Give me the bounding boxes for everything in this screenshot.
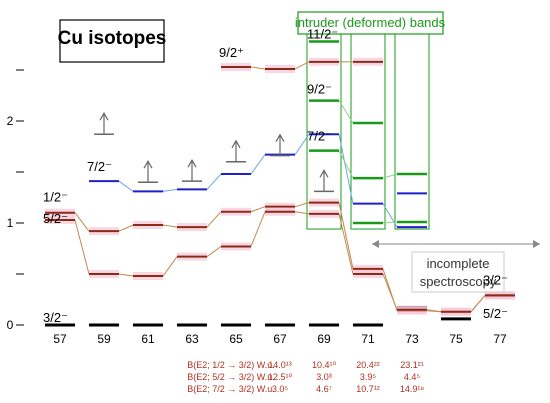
connector-f72-69-71 bbox=[338, 134, 354, 204]
level-label-1: 1/2⁻ bbox=[43, 190, 68, 205]
connector-f72-61-63 bbox=[162, 188, 178, 192]
connector-f52-71-73 bbox=[382, 273, 398, 310]
x-tick-label-71: 71 bbox=[361, 332, 375, 346]
y-tick-label-0: 0 bbox=[7, 318, 14, 332]
connector-f52-59-61 bbox=[118, 273, 134, 277]
be2-value-67-1: 12.5¹⁰ bbox=[268, 372, 293, 382]
intruder-band-label: intruder (deformed) bands bbox=[295, 15, 446, 30]
connector-intruder-7-71-73 bbox=[382, 173, 398, 179]
be2-value-73-1: 4.4⁵ bbox=[404, 372, 421, 382]
connector-g92-65-67 bbox=[250, 66, 266, 70]
be2-value-71-0: 20.4²² bbox=[356, 360, 380, 370]
y-tick-label-1: 1 bbox=[7, 216, 14, 230]
level-label-8: 3/2⁻ bbox=[483, 272, 508, 287]
connector-p12-65-67 bbox=[250, 206, 266, 213]
level-label-6: 9/2⁻ bbox=[307, 82, 332, 97]
connector-p12-63-65 bbox=[206, 211, 222, 228]
connector-f72-71-73 bbox=[382, 203, 398, 228]
limit-arrow-head-61 bbox=[143, 159, 153, 169]
connector-f72-63-65 bbox=[206, 173, 222, 190]
incomplete-label-line1: incomplete bbox=[427, 256, 490, 271]
title-box bbox=[59, 19, 165, 63]
level-label-3: 7/2⁻ bbox=[87, 159, 112, 174]
x-tick-label-69: 69 bbox=[317, 332, 331, 346]
x-tick-label-63: 63 bbox=[185, 332, 199, 346]
be2-row-label-2: B(E2; 7/2 → 3/2) W.u. bbox=[187, 384, 275, 394]
be2-value-71-2: 10.7¹² bbox=[356, 384, 380, 394]
level-label-5: 11/2⁻ bbox=[307, 26, 338, 41]
x-tick-label-59: 59 bbox=[97, 332, 111, 346]
y-axis bbox=[16, 69, 24, 326]
x-tick-label-65: 65 bbox=[229, 332, 243, 346]
level-label-7: 7/2⁻ bbox=[307, 128, 332, 143]
incomplete-box bbox=[411, 251, 505, 293]
connector-f52-69-71 bbox=[338, 213, 354, 275]
incomplete-arrow-left bbox=[372, 240, 379, 248]
intruder-column-1 bbox=[350, 33, 386, 230]
be2-row-label-1: B(E2; 5/2 → 3/2) W.u. bbox=[187, 372, 275, 382]
connector-p12-59-61 bbox=[118, 224, 134, 232]
x-tick-label-67: 67 bbox=[273, 332, 287, 346]
connector-f52-67-69 bbox=[294, 211, 310, 215]
limit-arrows bbox=[94, 112, 334, 193]
energy-levels bbox=[45, 40, 515, 327]
connector-intruder-9-69-71 bbox=[338, 100, 354, 124]
be2-value-67-0: 14.0¹³ bbox=[268, 360, 292, 370]
connector-p12-67-69 bbox=[294, 202, 310, 208]
connector-intruder-7-69-71 bbox=[338, 150, 354, 179]
be2-value-67-2: 3.0⁵ bbox=[272, 384, 289, 394]
intruder-column-2 bbox=[394, 33, 430, 230]
limit-arrow-head-59 bbox=[99, 112, 109, 121]
connector-f52-63-65 bbox=[206, 246, 222, 258]
connector-p12-57-59 bbox=[74, 212, 90, 232]
connector-f72-59-61 bbox=[118, 180, 134, 192]
incomplete-label-line2: spectroscopy bbox=[420, 274, 497, 289]
connector-f52-75-77 bbox=[470, 295, 486, 313]
be2-row-label-0: B(E2; 1/2 → 3/2) W.u. bbox=[187, 360, 275, 370]
be2-value-73-0: 23.1²¹ bbox=[400, 360, 424, 370]
be2-value-73-2: 14.9¹⁸ bbox=[400, 384, 425, 394]
limit-arrow-head-63 bbox=[187, 158, 197, 168]
connector-f72-67-69 bbox=[294, 133, 310, 155]
connector-g92-67-69 bbox=[294, 61, 310, 70]
be2-value-71-1: 3.9⁵ bbox=[360, 372, 377, 382]
limit-arrow-head-69 bbox=[319, 169, 329, 178]
x-tick-label-75: 75 bbox=[449, 332, 463, 346]
be2-value-69-0: 10.4¹⁰ bbox=[312, 360, 337, 370]
connector-p12-61-63 bbox=[162, 224, 178, 228]
intruder-column-0 bbox=[306, 33, 342, 230]
connector-f52-57-59 bbox=[74, 219, 90, 275]
be2-value-69-1: 3.0³ bbox=[316, 372, 332, 382]
chart-title: Cu isotopes bbox=[58, 28, 167, 49]
level-label-4: 9/2⁺ bbox=[219, 45, 244, 60]
annotation-boxes bbox=[59, 11, 540, 293]
incomplete-arrow-right bbox=[533, 240, 540, 248]
x-tick-label-61: 61 bbox=[141, 332, 155, 346]
connector-p12-69-71 bbox=[338, 202, 354, 270]
connector-f52-73-75 bbox=[426, 309, 442, 313]
text-layer: Cu isotopes intruder (deformed) bands in… bbox=[7, 15, 508, 394]
limit-arrow-head-67 bbox=[275, 133, 285, 142]
connector-lines bbox=[74, 61, 486, 313]
connector-f52-65-67 bbox=[250, 211, 266, 247]
x-tick-label-73: 73 bbox=[405, 332, 419, 346]
x-tick-label-57: 57 bbox=[53, 332, 67, 346]
connector-f72-65-67 bbox=[250, 154, 266, 175]
level-label-0: 3/2⁻ bbox=[43, 310, 68, 325]
connector-intruder-low-71-73 bbox=[382, 221, 398, 224]
connector-f52-61-63 bbox=[162, 256, 178, 277]
x-tick-label-77: 77 bbox=[493, 332, 507, 346]
y-tick-label-2: 2 bbox=[7, 114, 14, 128]
be2-value-69-2: 4.6⁷ bbox=[316, 384, 332, 394]
level-label-2: 5/2⁻ bbox=[43, 211, 68, 226]
limit-arrow-head-65 bbox=[231, 139, 241, 149]
level-label-9: 5/2⁻ bbox=[483, 306, 508, 321]
